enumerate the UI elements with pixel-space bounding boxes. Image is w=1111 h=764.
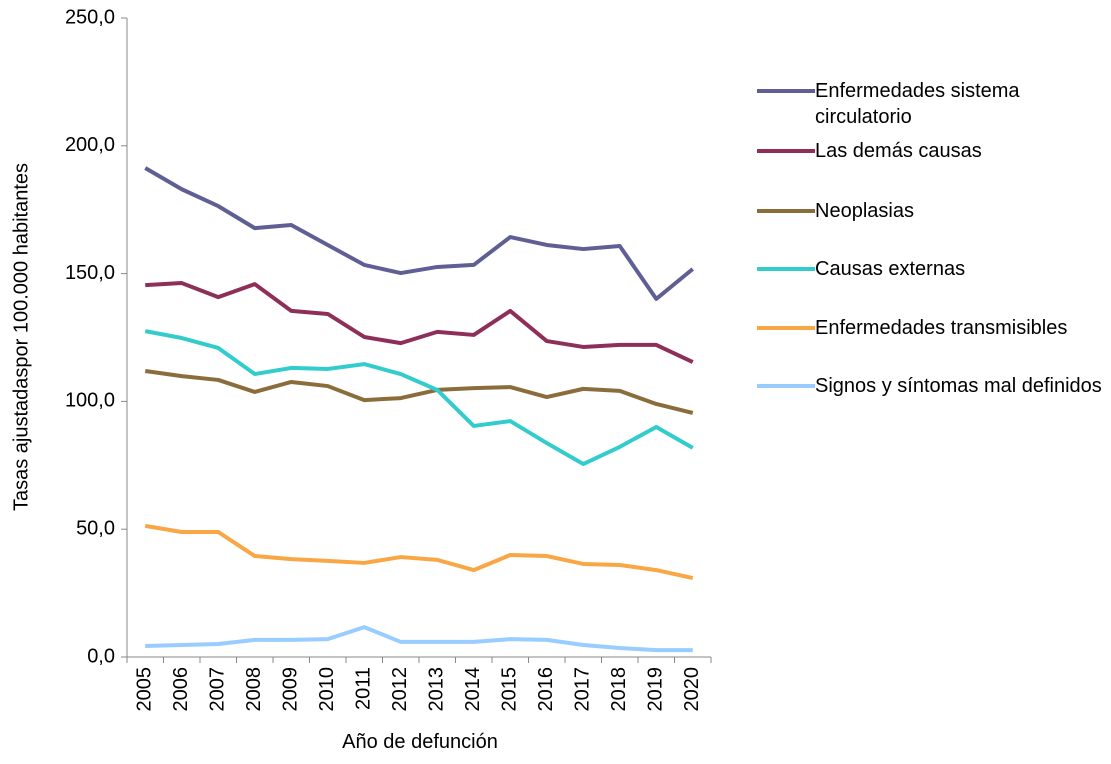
x-tick-label: 2015 xyxy=(499,667,521,712)
series-line xyxy=(144,329,694,467)
legend-swatch xyxy=(757,326,815,330)
x-tick-label: 2013 xyxy=(426,667,448,712)
legend-label: Las demás causas xyxy=(815,140,982,162)
legend-swatch xyxy=(757,89,815,93)
y-tick-label: 0,0 xyxy=(87,645,115,667)
x-tick-label: 2005 xyxy=(134,667,156,712)
legend-swatch xyxy=(757,209,815,213)
legend-item: Causas externas xyxy=(757,256,1107,282)
x-tick-label: 2014 xyxy=(462,667,484,712)
legend-label: Causas externas xyxy=(815,258,966,280)
x-tick-label: 2009 xyxy=(280,667,302,712)
x-tick-label: 2011 xyxy=(353,667,375,710)
y-tick-label: 100,0 xyxy=(65,390,115,412)
legend-label: Signos y síntomas mal definidos xyxy=(815,375,1102,397)
series-line xyxy=(144,369,694,415)
legend-item: Neoplasias xyxy=(757,198,1107,224)
x-tick-label: 2010 xyxy=(316,667,338,712)
legend-swatch xyxy=(757,384,815,388)
x-tick-label: 2008 xyxy=(243,667,265,712)
legend-swatch xyxy=(757,149,815,153)
legend-item: Signos y síntomas mal definidos xyxy=(757,373,1107,399)
x-tick-label: 2018 xyxy=(608,667,630,712)
legend-swatch xyxy=(757,267,815,271)
x-tick-label: 2019 xyxy=(645,667,667,712)
y-axis-title: Tasas ajustadaspor 100.000 habitantes xyxy=(10,163,32,511)
legend-item: Enfermedades sistema circulatorio xyxy=(757,78,1107,130)
x-tick-label: 2020 xyxy=(681,667,703,712)
x-axis-title: Año de defunción xyxy=(342,731,498,753)
y-tick-label: 250,0 xyxy=(65,6,115,28)
legend-label: Neoplasias xyxy=(815,200,914,222)
x-tick-label: 2012 xyxy=(389,667,411,712)
legend-item: Las demás causas xyxy=(757,138,1107,164)
x-tick-label: 2017 xyxy=(572,667,594,712)
x-tick-label: 2016 xyxy=(535,667,557,712)
series-line xyxy=(144,166,695,301)
x-tick-label: 2006 xyxy=(170,667,192,712)
series-line xyxy=(145,281,694,364)
legend-item: Enfermedades transmisibles xyxy=(757,315,1107,341)
x-tick-label: 2007 xyxy=(207,667,229,712)
series-line xyxy=(144,523,694,580)
y-tick-label: 150,0 xyxy=(65,262,115,284)
y-tick-label: 200,0 xyxy=(65,134,115,156)
legend-label: Enfermedades sistema circulatorio xyxy=(815,80,1020,128)
y-tick-label: 50,0 xyxy=(76,517,115,539)
legend-label: Enfermedades transmisibles xyxy=(815,317,1068,339)
series-line xyxy=(145,625,693,653)
